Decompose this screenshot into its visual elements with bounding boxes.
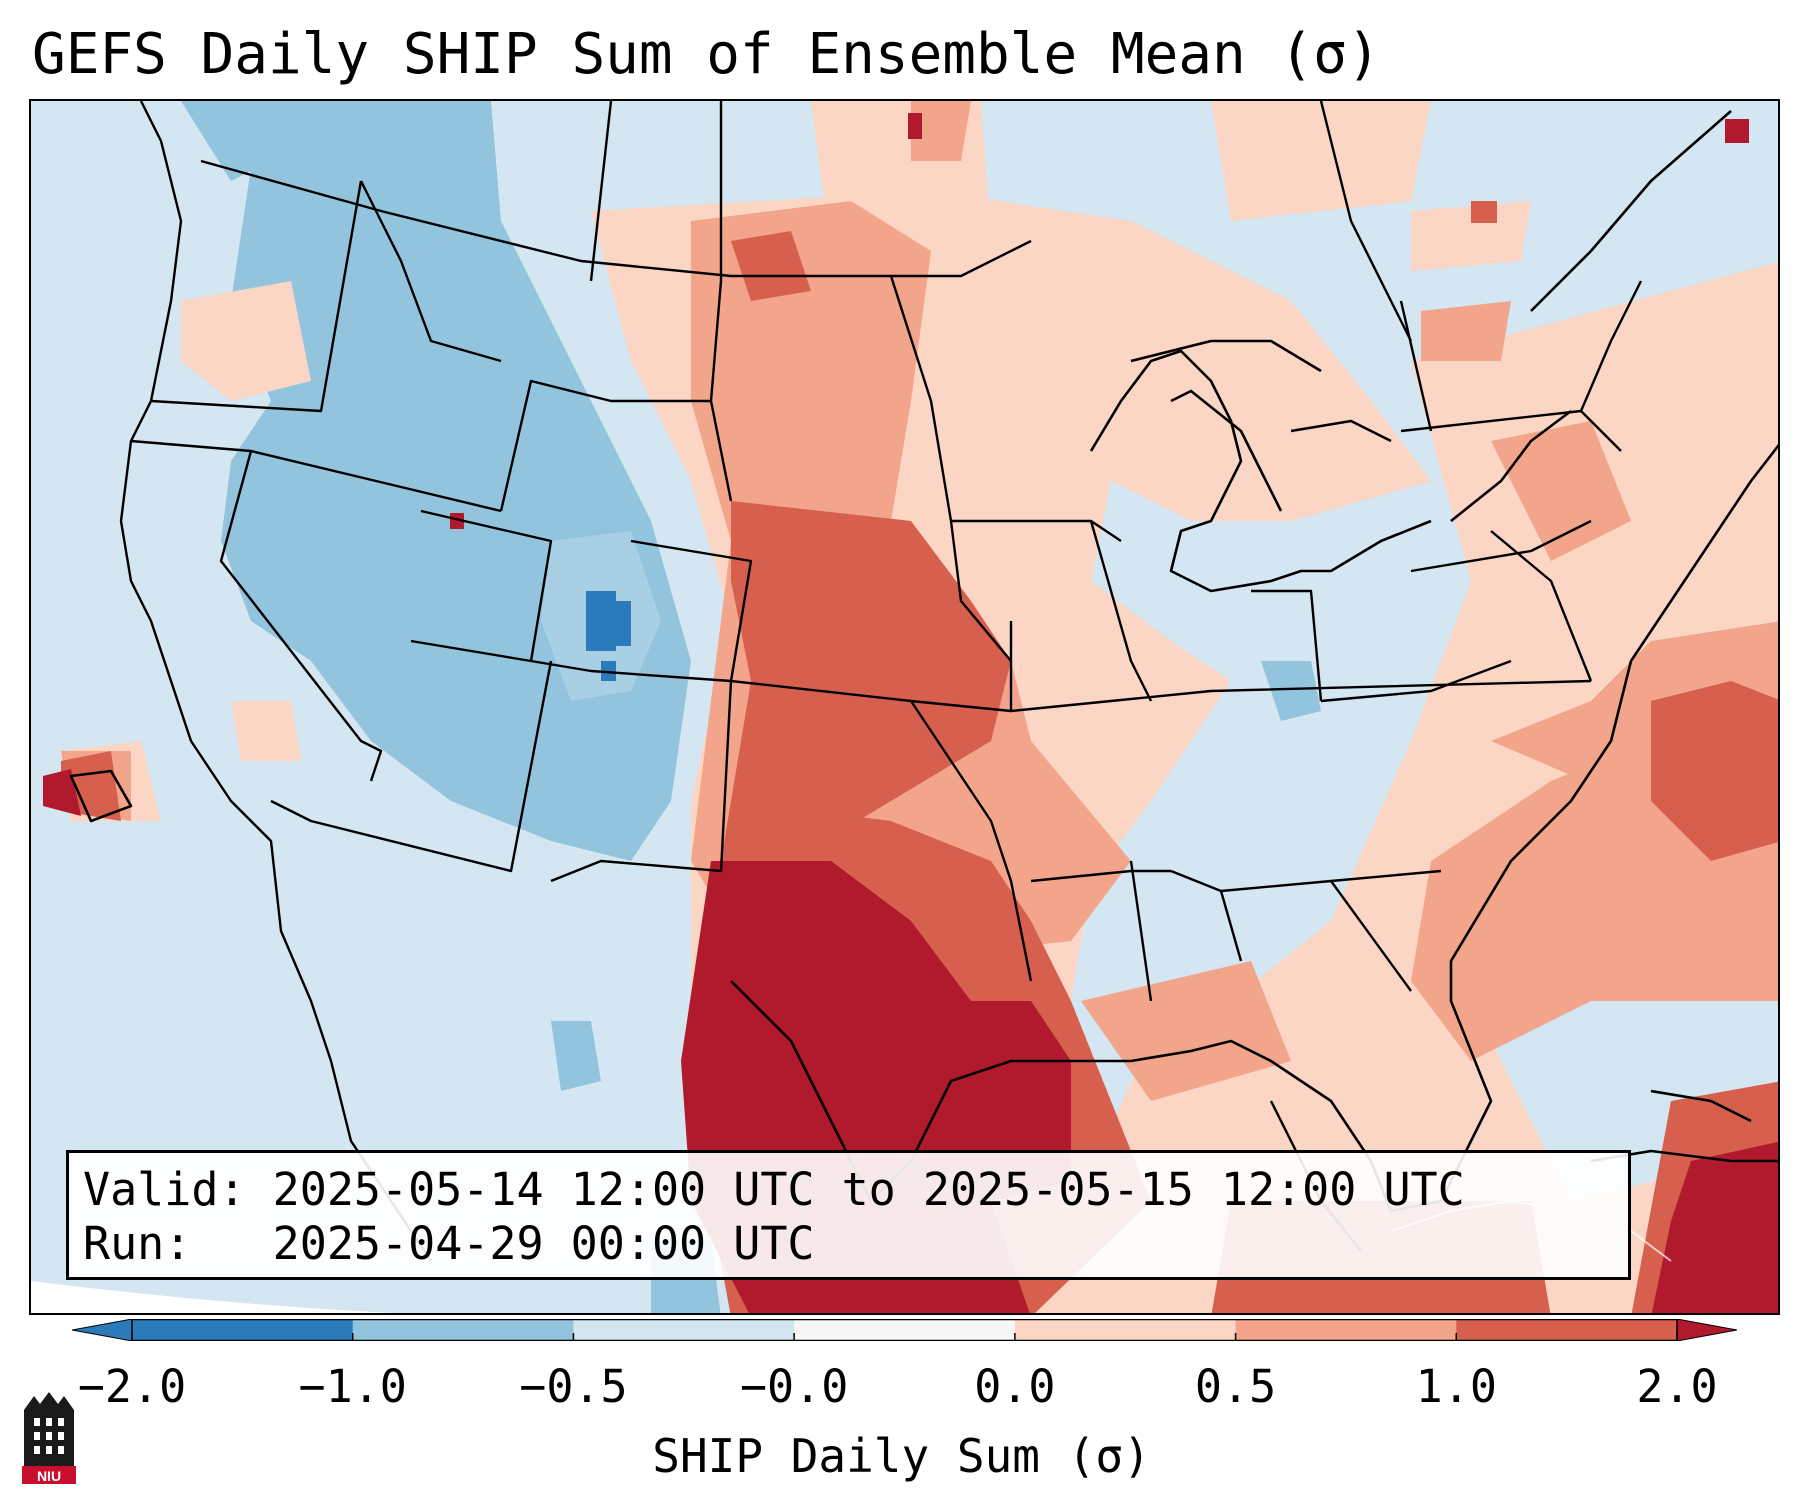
colorbar-extend-low bbox=[72, 1319, 133, 1341]
colorbar-tick-label: 0.0 bbox=[974, 1360, 1056, 1413]
colorbar-segment bbox=[352, 1319, 574, 1341]
state-boundaries bbox=[119, 101, 1643, 1262]
map-title: GEFS Daily SHIP Sum of Ensemble Mean (σ) bbox=[32, 22, 1381, 87]
run-value: 2025-04-29 00:00 UTC bbox=[272, 1217, 815, 1270]
colorbar-tick-label: −2.0 bbox=[77, 1360, 187, 1413]
colorbar-tick-label: 2.0 bbox=[1636, 1360, 1718, 1413]
valid-label: Valid: bbox=[83, 1163, 246, 1216]
colorbar-segment bbox=[573, 1319, 795, 1341]
colorbar-segment bbox=[132, 1319, 354, 1341]
map-panel bbox=[29, 99, 1780, 1315]
colorbar-segment bbox=[1014, 1319, 1237, 1341]
colorbar-label: SHIP Daily Sum (σ) bbox=[652, 1429, 1151, 1483]
colorbar-segment bbox=[794, 1319, 1016, 1341]
colorbar-tick-label: −0.5 bbox=[519, 1360, 628, 1413]
colorbar bbox=[72, 1319, 1737, 1341]
ship-field-map bbox=[31, 101, 1778, 1313]
colorbar-tick-label: 1.0 bbox=[1415, 1360, 1497, 1413]
colorbar-segment bbox=[1235, 1319, 1457, 1341]
valid-value: 2025-05-14 12:00 UTC to 2025-05-15 12:00… bbox=[272, 1163, 1465, 1216]
svg-text:NIU: NIU bbox=[37, 1468, 61, 1484]
projection-edge-area bbox=[31, 1281, 391, 1313]
run-label: Run: bbox=[83, 1217, 192, 1270]
run-line: Run: 2025-04-29 00:00 UTC bbox=[83, 1217, 1628, 1271]
colorbar-segment bbox=[1456, 1319, 1678, 1341]
valid-line: Valid: 2025-05-14 12:00 UTC to 2025-05-1… bbox=[83, 1163, 1628, 1217]
colorbar-tick-label: −1.0 bbox=[298, 1360, 407, 1413]
niu-tower-logo-icon: NIU bbox=[22, 1392, 76, 1484]
colorbar-extend-high bbox=[1676, 1319, 1737, 1341]
colorbar-tick-label: 0.5 bbox=[1194, 1360, 1277, 1413]
colorbar-border bbox=[131, 1319, 1678, 1341]
valid-run-info-box: Valid: 2025-05-14 12:00 UTC to 2025-05-1… bbox=[66, 1150, 1631, 1280]
colorbar-tick-label: −0.0 bbox=[739, 1360, 849, 1413]
